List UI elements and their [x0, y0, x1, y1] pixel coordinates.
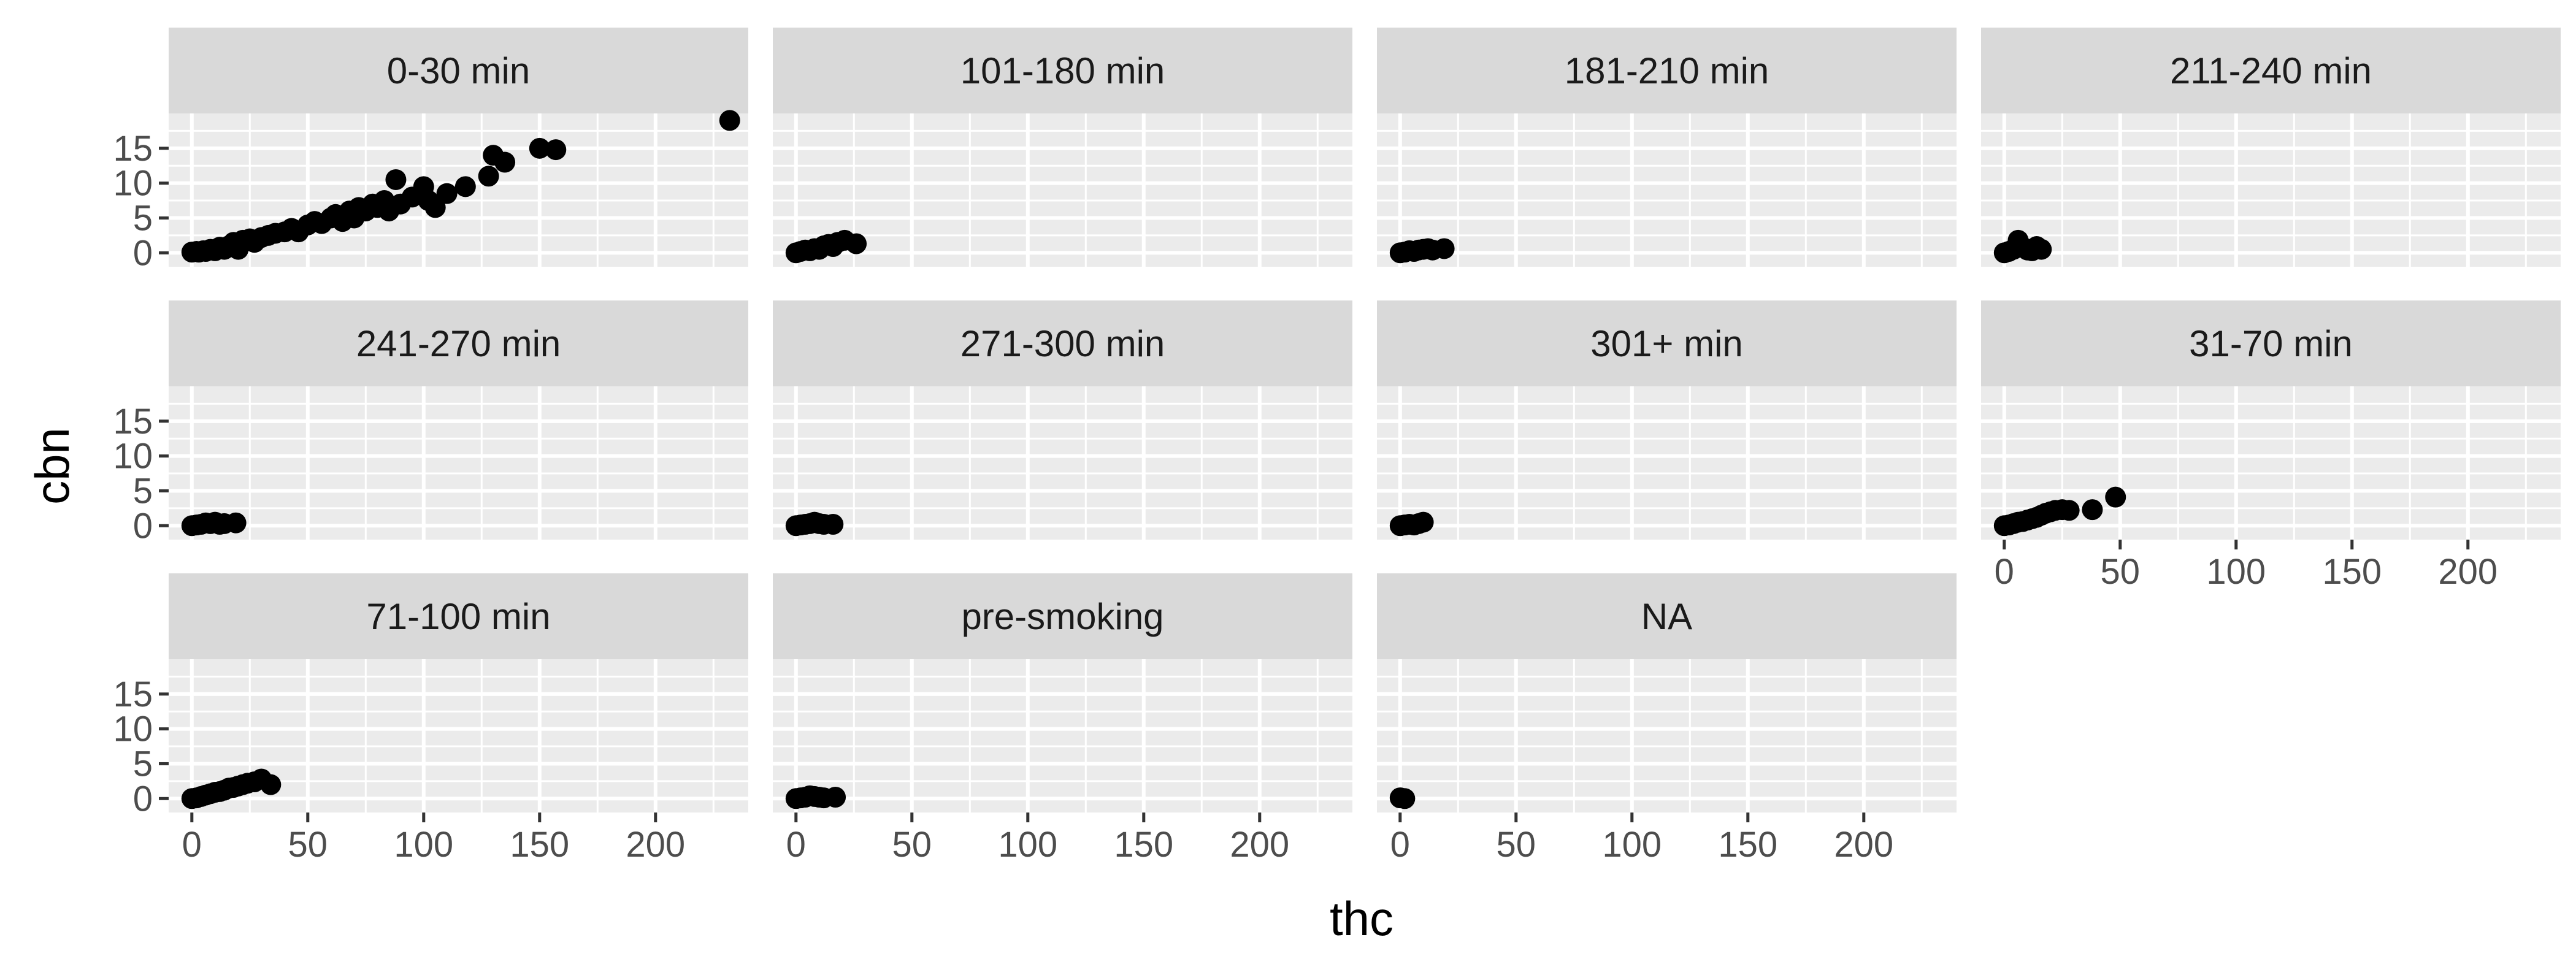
data-point — [385, 169, 407, 190]
facet-strip — [773, 28, 1352, 113]
y-tick-label: 0 — [133, 779, 153, 819]
facet-strip — [773, 573, 1352, 659]
y-tick-label: 15 — [113, 402, 153, 442]
facet-strip — [1981, 28, 2561, 113]
data-point — [2058, 500, 2080, 521]
facet-panel: NA 0 50 100 150 200 — [1377, 573, 1957, 865]
data-point — [529, 137, 550, 159]
y-tick-label: 15 — [113, 675, 153, 714]
facet-strip — [1981, 300, 2561, 386]
y-axis-title: cbn — [25, 427, 79, 505]
data-point — [225, 512, 247, 533]
x-tick-label: 100 — [1602, 825, 1662, 865]
x-tick-label: 200 — [626, 825, 685, 865]
y-tick-label: 5 — [133, 198, 153, 238]
facet-plot-area — [169, 386, 748, 540]
facet-strip — [169, 300, 748, 386]
facet-strip — [1377, 300, 1957, 386]
y-tick-label: 10 — [113, 164, 153, 204]
x-axis-title: thc — [1330, 892, 1393, 946]
y-tick-label: 15 — [113, 129, 153, 169]
facet-strip — [169, 28, 748, 113]
data-point — [1394, 788, 1416, 809]
data-point — [454, 176, 476, 197]
data-point — [545, 139, 567, 161]
facet-strip — [1377, 28, 1957, 113]
facet-panel: pre-smoking 0 50 100 150 200 — [773, 573, 1352, 865]
facet-plot-area — [1377, 113, 1957, 267]
facet-plot-area — [773, 113, 1352, 267]
x-tick-label: 150 — [2322, 552, 2382, 592]
data-point — [436, 183, 458, 204]
data-point — [424, 197, 446, 218]
y-tick-label: 10 — [113, 709, 153, 749]
x-tick-label: 100 — [2206, 552, 2266, 592]
y-tick-label: 5 — [133, 471, 153, 511]
x-tick-label: 150 — [510, 825, 569, 865]
data-point — [1413, 511, 1434, 533]
x-tick-label: 200 — [1834, 825, 1893, 865]
facet-strip-label: 211-240 min — [2170, 50, 2372, 91]
facet-panel: 101-180 min — [773, 28, 1352, 267]
x-tick-label: 50 — [288, 825, 328, 865]
data-point — [2082, 499, 2103, 521]
facet-strip-label: 71-100 min — [366, 596, 550, 637]
y-tick-label: 10 — [113, 437, 153, 476]
data-point — [2105, 486, 2126, 508]
facet-panel: 181-210 min — [1377, 28, 1957, 267]
data-point — [478, 166, 499, 187]
x-tick-label: 50 — [2101, 552, 2141, 592]
facet-strip-label: 31-70 min — [2189, 323, 2353, 364]
data-point — [494, 151, 516, 173]
x-tick-label: 0 — [1995, 552, 2014, 592]
facet-strip-label: 181-210 min — [1565, 50, 1769, 91]
facet-plot-area — [1377, 659, 1957, 812]
x-tick-label: 0 — [182, 825, 202, 865]
facet-plot-area — [773, 386, 1352, 540]
x-tick-label: 100 — [998, 825, 1057, 865]
data-point — [719, 110, 740, 131]
data-point — [825, 787, 846, 808]
x-tick-label: 200 — [1230, 825, 1289, 865]
facet-panel: 211-240 min — [1981, 28, 2561, 267]
facet-panel: 271-300 min — [773, 300, 1352, 540]
x-tick-label: 0 — [1390, 825, 1410, 865]
x-tick-label: 150 — [1718, 825, 1777, 865]
facet-strip-label: 271-300 min — [960, 323, 1165, 364]
facet-plot-area — [1377, 386, 1957, 540]
facet-strip — [773, 300, 1352, 386]
data-point — [260, 774, 282, 795]
data-point — [822, 514, 844, 535]
facet-strip-label: NA — [1641, 596, 1692, 637]
y-tick-label: 0 — [133, 233, 153, 273]
y-tick-label: 0 — [133, 506, 153, 546]
facet-panel: 31-70 min 0 50 100 150 200 — [1981, 300, 2561, 592]
x-tick-label: 200 — [2438, 552, 2497, 592]
facet-strip-label: 0-30 min — [387, 50, 530, 91]
x-tick-label: 50 — [892, 825, 932, 865]
facet-panel: 301+ min — [1377, 300, 1957, 540]
facet-strip-label: 241-270 min — [356, 323, 561, 364]
x-tick-label: 100 — [394, 825, 453, 865]
facet-strip — [169, 573, 748, 659]
y-tick-label: 5 — [133, 744, 153, 784]
facet-strip-label: 101-180 min — [960, 50, 1165, 91]
facet-strip-label: pre-smoking — [961, 596, 1163, 637]
facet-strip-label: 301+ min — [1590, 323, 1743, 364]
data-point — [2031, 239, 2052, 260]
data-point — [1433, 238, 1455, 259]
facet-plot-area — [1981, 113, 2561, 267]
facet-strip — [1377, 573, 1957, 659]
x-tick-label: 50 — [1497, 825, 1536, 865]
facet-plot-area — [773, 659, 1352, 812]
x-tick-label: 0 — [786, 825, 806, 865]
x-tick-label: 150 — [1114, 825, 1173, 865]
data-point — [846, 233, 867, 254]
